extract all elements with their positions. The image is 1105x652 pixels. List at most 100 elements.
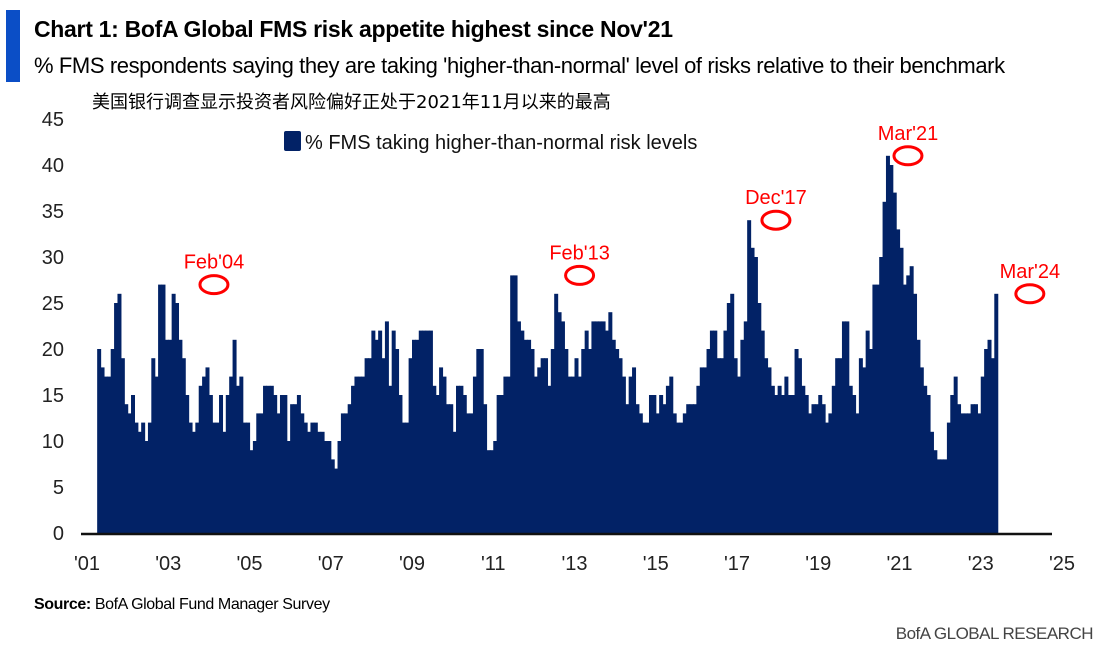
- bar: [618, 358, 623, 533]
- bar: [632, 367, 637, 533]
- bar: [682, 413, 687, 533]
- bar: [330, 459, 335, 533]
- bar: [676, 422, 681, 533]
- bar: [327, 441, 332, 533]
- x-tick-label: '11: [481, 553, 506, 575]
- bar: [953, 376, 958, 533]
- bar: [364, 358, 369, 533]
- bar: [767, 367, 772, 533]
- bar: [469, 413, 474, 533]
- bar: [147, 422, 152, 533]
- bar: [439, 367, 444, 533]
- bar: [544, 358, 549, 533]
- bar: [489, 450, 494, 533]
- bar: [821, 404, 826, 533]
- x-tick-label: '21: [886, 553, 912, 575]
- bar: [435, 395, 440, 533]
- bar: [320, 431, 325, 533]
- y-tick-label: 5: [53, 477, 64, 499]
- bar: [764, 358, 769, 533]
- bar: [869, 349, 874, 533]
- bar: [351, 385, 356, 533]
- bar: [215, 422, 220, 533]
- bar: [235, 385, 240, 533]
- x-tick-label: '19: [805, 553, 831, 575]
- bar: [276, 413, 281, 533]
- legend-label: % FMS taking higher-than-normal risk lev…: [305, 132, 697, 154]
- axes-group: 0 5 10 15 20 25 30 35 40 45 '01 '03 '05 '07 '09 '11 '13 '…: [42, 109, 1075, 575]
- bar: [828, 413, 833, 533]
- bar: [120, 358, 125, 533]
- bar: [127, 413, 132, 533]
- bar: [977, 413, 982, 533]
- bar: [384, 321, 389, 533]
- bar: [692, 404, 697, 533]
- bar: [293, 404, 298, 533]
- bar: [347, 404, 352, 533]
- bar: [229, 376, 234, 533]
- bar: [445, 404, 450, 533]
- bar: [784, 376, 789, 533]
- bar: [354, 376, 359, 533]
- source-text: BofA Global Fund Manager Survey: [90, 596, 330, 613]
- bar: [506, 376, 511, 533]
- bar: [185, 395, 190, 533]
- bar: [801, 385, 806, 533]
- bar: [425, 330, 430, 533]
- bar: [571, 376, 576, 533]
- bar: [913, 293, 918, 533]
- bar: [144, 441, 149, 533]
- bar: [449, 404, 454, 533]
- bar: [601, 321, 606, 533]
- bar: [279, 395, 284, 533]
- bar: [960, 413, 965, 533]
- x-tick-label: '17: [724, 553, 750, 575]
- bar: [405, 422, 410, 533]
- bar: [635, 404, 640, 533]
- bar: [781, 395, 785, 533]
- bar: [533, 376, 538, 533]
- bar: [527, 339, 532, 533]
- bar: [456, 385, 460, 533]
- bar: [804, 395, 809, 533]
- bar: [503, 376, 508, 533]
- bar: [858, 358, 863, 533]
- bar: [232, 339, 237, 533]
- bar: [608, 312, 613, 533]
- bar: [838, 358, 843, 533]
- bar: [611, 339, 616, 533]
- bar: [615, 349, 620, 533]
- bar: [669, 376, 674, 533]
- bar: [567, 376, 572, 533]
- bar: [222, 431, 227, 533]
- bar: [564, 349, 569, 533]
- bar: [422, 330, 427, 533]
- bar: [100, 367, 105, 533]
- bar: [395, 349, 400, 533]
- bar: [906, 275, 911, 533]
- bar: [537, 367, 542, 533]
- bar: [811, 404, 816, 533]
- bar: [604, 330, 609, 533]
- bar: [307, 431, 312, 533]
- bar: [340, 413, 345, 533]
- bar: [733, 358, 738, 533]
- bar: [181, 358, 186, 533]
- bar: [737, 376, 741, 533]
- bar: [344, 413, 349, 533]
- annotation-label: Feb'13: [549, 242, 610, 264]
- bar: [459, 385, 464, 533]
- bar: [679, 422, 684, 533]
- x-tick-label: '25: [1049, 553, 1075, 575]
- x-tick-label: '09: [399, 553, 425, 575]
- bar: [269, 385, 274, 533]
- legend: % FMS taking higher-than-normal risk lev…: [284, 131, 697, 154]
- bar: [337, 441, 342, 533]
- y-tick-label: 30: [42, 247, 64, 269]
- bar: [848, 385, 853, 533]
- bar: [845, 321, 850, 533]
- bar: [202, 376, 207, 533]
- bar: [493, 441, 498, 533]
- bar: [391, 330, 396, 533]
- bar: [726, 303, 731, 533]
